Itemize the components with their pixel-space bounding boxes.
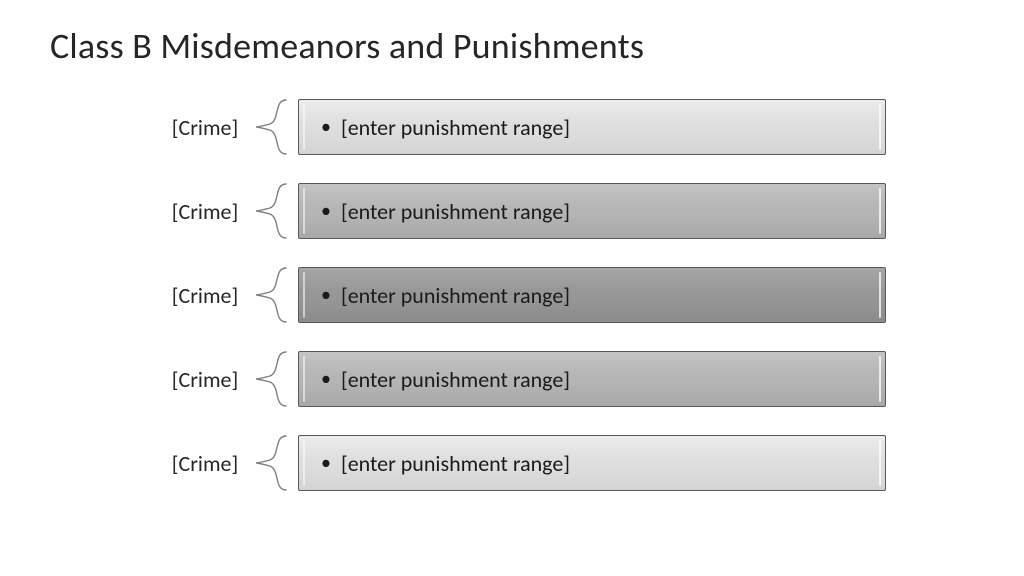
crime-label: [Crime]	[160, 282, 250, 309]
punishment-text: [enter punishment range]	[341, 114, 570, 141]
list-row: [Crime] • [enter punishment range]	[160, 180, 974, 242]
punishment-text: [enter punishment range]	[341, 282, 570, 309]
crime-label: [Crime]	[160, 366, 250, 393]
brace-icon	[252, 432, 292, 494]
brace-icon	[252, 96, 292, 158]
brace-icon	[252, 264, 292, 326]
crime-label: [Crime]	[160, 114, 250, 141]
bullet-icon: •	[321, 117, 331, 137]
list-row: [Crime] • [enter punishment range]	[160, 264, 974, 326]
slide: Class B Misdemeanors and Punishments [Cr…	[0, 0, 1024, 576]
page-title: Class B Misdemeanors and Punishments	[50, 24, 974, 68]
crime-label: [Crime]	[160, 198, 250, 225]
punishment-text: [enter punishment range]	[341, 366, 570, 393]
list-row: [Crime] • [enter punishment range]	[160, 432, 974, 494]
brace-icon	[252, 348, 292, 410]
punishment-bar: • [enter punishment range]	[298, 99, 886, 155]
bullet-icon: •	[321, 453, 331, 473]
punishment-bar: • [enter punishment range]	[298, 267, 886, 323]
bullet-icon: •	[321, 201, 331, 221]
crime-label: [Crime]	[160, 450, 250, 477]
smartart-list: [Crime] •[enter punishment range][Crime]…	[50, 96, 974, 494]
bullet-icon: •	[321, 285, 331, 305]
punishment-text: [enter punishment range]	[341, 450, 570, 477]
brace-icon	[252, 180, 292, 242]
punishment-bar: • [enter punishment range]	[298, 351, 886, 407]
punishment-bar: • [enter punishment range]	[298, 435, 886, 491]
list-row: [Crime] • [enter punishment range]	[160, 96, 974, 158]
list-row: [Crime] • [enter punishment range]	[160, 348, 974, 410]
punishment-text: [enter punishment range]	[341, 198, 570, 225]
punishment-bar: • [enter punishment range]	[298, 183, 886, 239]
bullet-icon: •	[321, 369, 331, 389]
